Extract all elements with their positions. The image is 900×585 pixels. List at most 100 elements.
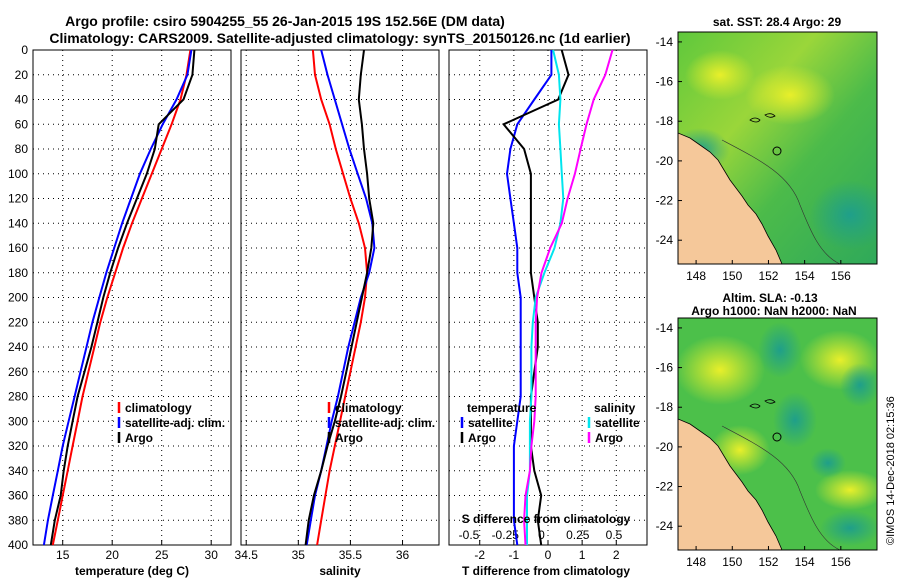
depth-tick-label: 320 — [8, 439, 28, 453]
sst-map-frame — [677, 31, 878, 265]
map-lat-label: -16 — [656, 361, 674, 375]
sla-low — [758, 322, 802, 378]
depth-tick-label: 340 — [8, 464, 28, 478]
temperature-panel: 0 20 40 60 80 100 120 140 160 180 200 220 240 260 280 3… — [8, 43, 232, 578]
difference-grid — [449, 50, 647, 545]
credit-text: ©IMOS 14-Dec-2018 02:15:36 — [885, 396, 897, 545]
map-lon-label: 152 — [758, 269, 778, 283]
sst-land — [678, 132, 783, 264]
map-lon-label: 156 — [831, 555, 851, 569]
difference-x-ticks: -2 -1 0 1 2 — [474, 540, 620, 562]
difference-legend-t-sat: satellite — [468, 416, 513, 430]
sal-xtick-label: 35 — [292, 548, 306, 562]
diff-xtick-label: -1 — [509, 548, 520, 562]
temperature-legend-argo: Argo — [125, 431, 153, 445]
diff-xtick-label: 2 — [613, 548, 620, 562]
diff-xtick-label: -2 — [474, 548, 485, 562]
salinity-legend: climatology satellite-adj. clim. Argo — [327, 401, 435, 445]
temperature-x-ticks: 15 20 25 30 — [56, 540, 218, 562]
sst-map: sat. SST: 28.4 Argo: 29 148 150 152 154 156 -… — [656, 15, 878, 283]
sal-xtick-label: 36 — [396, 548, 410, 562]
temperature-legend-sat: satellite-adj. clim. — [125, 416, 225, 430]
s-diff-tick-label: 0 — [538, 528, 545, 542]
map-lat-label: -24 — [656, 519, 674, 533]
salinity-legend-sat: satellite-adj. clim. — [335, 416, 435, 430]
s-diff-tick-label: 0.5 — [606, 528, 623, 542]
depth-tick-label: 220 — [8, 315, 28, 329]
temperature-legend-clim: climatology — [125, 401, 192, 415]
depth-tick-label: 20 — [15, 68, 29, 82]
temperature-xlabel: temperature (deg C) — [75, 564, 189, 578]
map-lon-label: 152 — [758, 555, 778, 569]
salinity-legend-argo: Argo — [335, 431, 363, 445]
map-lat-label: -18 — [656, 400, 674, 414]
diff-line-t-satellite — [505, 50, 553, 546]
sla-shelf-contour — [721, 425, 841, 550]
map-lon-label: 150 — [722, 269, 742, 283]
map-lon-label: 148 — [686, 555, 706, 569]
temp-line-argo — [49, 49, 196, 546]
temperature-grid — [33, 50, 231, 545]
sla-low — [773, 392, 817, 448]
s-diff-tick-label: -0.5 — [459, 528, 480, 542]
map-lon-label: 150 — [722, 555, 742, 569]
depth-tick-label: 40 — [15, 93, 29, 107]
temp-xtick-label: 25 — [155, 548, 169, 562]
temp-xtick-label: 20 — [106, 548, 120, 562]
s-diff-tick-label: -0.25 — [492, 528, 520, 542]
sst-warm-patch — [745, 65, 835, 125]
map-lat-label: -20 — [656, 154, 674, 168]
sal-line-climatology — [311, 49, 369, 546]
sla-argo-marker — [772, 432, 782, 442]
sla-low — [840, 363, 877, 407]
sst-warm-patch — [685, 50, 755, 100]
sal-line-argo — [304, 49, 375, 546]
sal-xtick-label: 34.5 — [235, 548, 259, 562]
depth-tick-label: 360 — [8, 489, 28, 503]
sla-low — [820, 510, 877, 546]
sst-map-title: sat. SST: 28.4 Argo: 29 — [713, 15, 842, 29]
sla-reef-outline — [749, 399, 776, 409]
depth-tick-label: 280 — [8, 390, 28, 404]
salinity-x-ticks: 34.5 35 35.5 36 — [235, 540, 410, 562]
depth-tick-label: 180 — [8, 266, 28, 280]
depth-tick-label: 380 — [8, 513, 28, 527]
sla-high — [815, 470, 877, 510]
difference-xlabel: T difference from climatology — [462, 564, 630, 578]
depth-tick-label: 100 — [8, 167, 28, 181]
sla-map-frame — [677, 317, 878, 551]
depth-tick-label: 80 — [15, 142, 29, 156]
difference-legend-t-argo: Argo — [468, 431, 496, 445]
sst-argo-marker — [772, 146, 782, 156]
diff-xtick-label: 0 — [545, 548, 552, 562]
figure-title-line1: Argo profile: csiro 5904255_55 26-Jan-20… — [65, 13, 505, 29]
difference-legend-temperature: temperature — [467, 401, 537, 415]
sla-map-ticks: 148 150 152 154 156 -14 -16 -18 -20 -22 -24 — [656, 321, 851, 569]
depth-tick-label: 240 — [8, 340, 28, 354]
temp-xtick-label: 30 — [205, 548, 219, 562]
temp-line-satellite-adj-clim- — [42, 49, 193, 546]
temp-xtick-label: 15 — [56, 548, 70, 562]
map-lat-label: -24 — [656, 233, 674, 247]
map-lat-label: -18 — [656, 114, 674, 128]
temperature-legend: climatology satellite-adj. clim. Argo — [117, 401, 225, 445]
map-lat-label: -14 — [656, 35, 674, 49]
map-lon-label: 148 — [686, 269, 706, 283]
salinity-panel: 34.5 35 35.5 36 salinity climatology satell… — [235, 49, 440, 578]
sla-map-title-1: Altim. SLA: -0.13 — [722, 291, 818, 305]
sst-cool-patch — [810, 180, 877, 250]
depth-tick-label: 140 — [8, 216, 28, 230]
diff-line-t-argo — [501, 49, 570, 546]
sla-high — [678, 335, 765, 405]
difference-legend-s-argo: Argo — [595, 431, 623, 445]
salinity-xlabel: salinity — [319, 564, 361, 578]
map-lon-label: 154 — [795, 269, 815, 283]
difference-panel: -2 -1 0 1 2 -0.5 -0.25 0 0.25 0.5 S difference f… — [448, 49, 648, 578]
salinity-legend-clim: climatology — [335, 401, 402, 415]
difference-s-ticks: -0.5 -0.25 0 0.25 0.5 — [459, 528, 623, 542]
diff-line-s-satellite — [526, 49, 565, 545]
depth-tick-label: 400 — [8, 538, 28, 552]
sst-reef-outline — [749, 113, 776, 123]
map-lat-label: -22 — [656, 194, 674, 208]
